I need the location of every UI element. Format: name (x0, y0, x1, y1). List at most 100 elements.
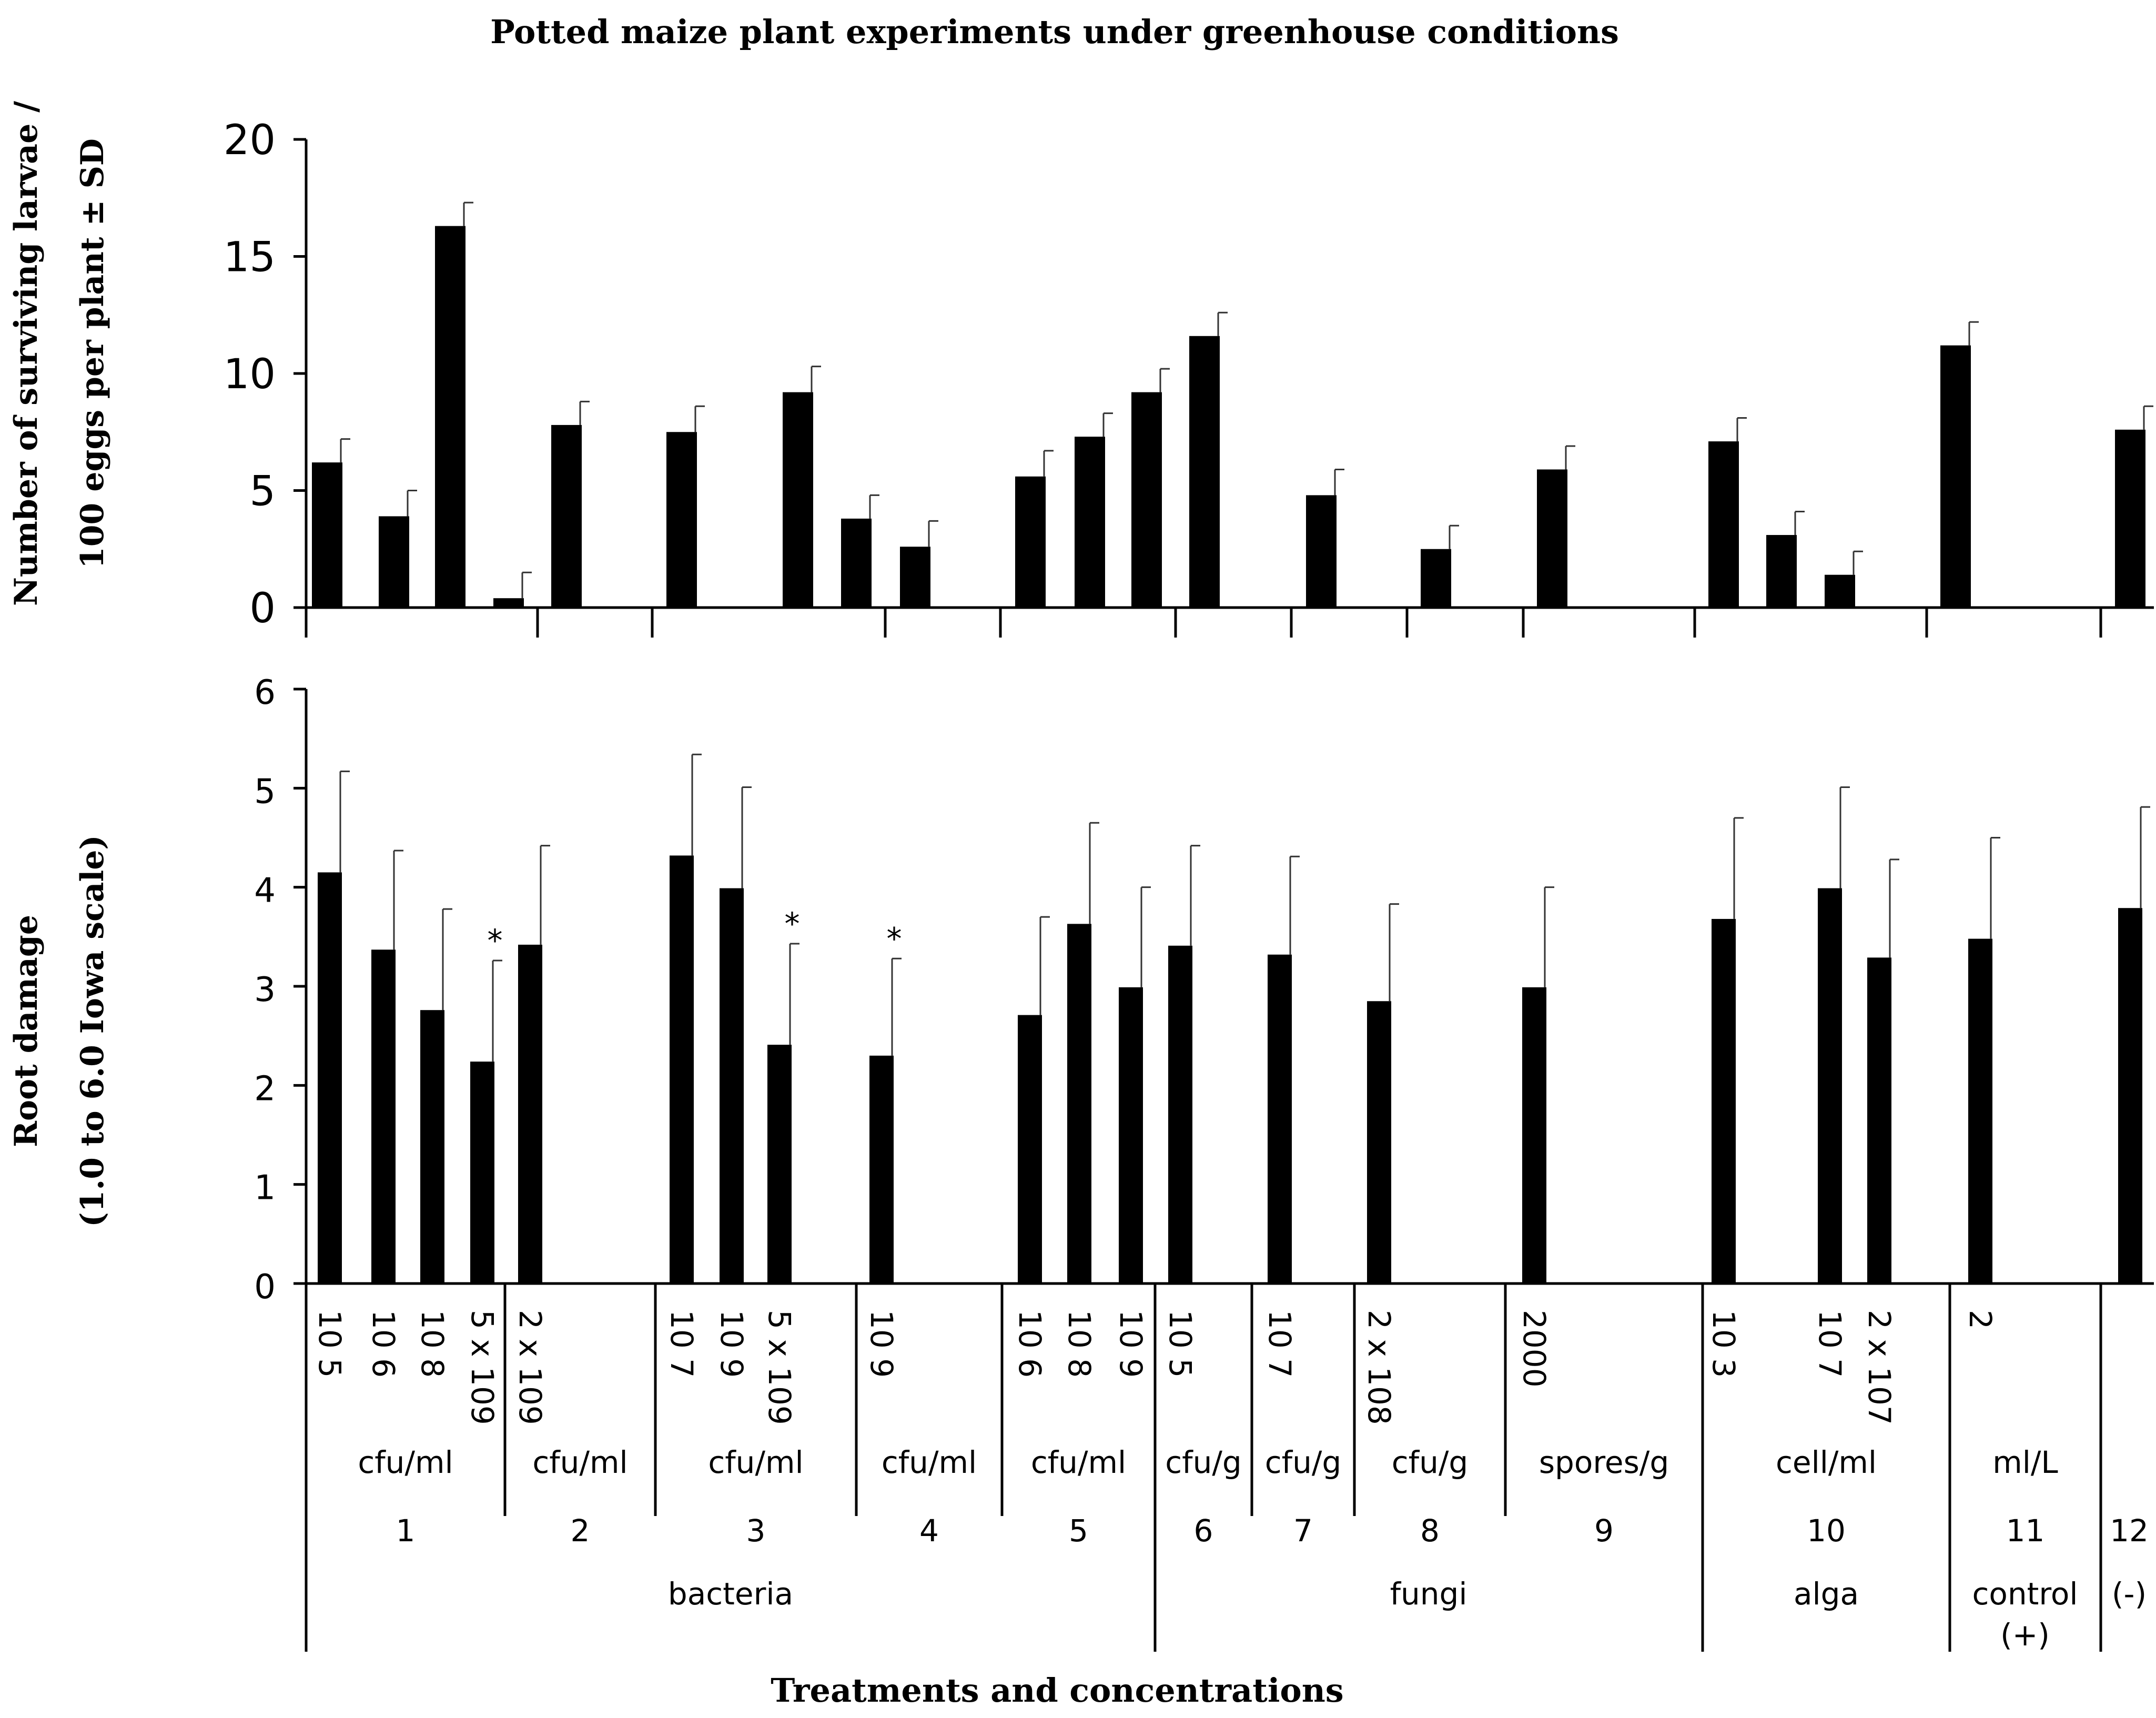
bottom-bar (1712, 918, 1736, 1284)
class-label: alga (1794, 1576, 1859, 1612)
concentration-label: 2000 (1516, 1310, 1552, 1388)
bottom-bar (1119, 987, 1143, 1284)
group-number-label: 5 (1069, 1513, 1088, 1549)
class-label: (-) (2112, 1576, 2147, 1612)
bottom-y-tick-label: 2 (254, 1069, 276, 1108)
concentration-label: 10 9 (864, 1310, 899, 1378)
top-y-axis-label-line1: Number of surviving larvae / (8, 101, 45, 606)
bottom-panel: 0 1 2 3 4 5 6 * * * (254, 673, 2154, 1307)
concentration-label: 10 9 (714, 1310, 750, 1378)
bottom-significance-marker: * (488, 923, 503, 958)
top-bar (1306, 495, 1337, 608)
concentration-label: 10 7 (664, 1310, 700, 1378)
concentration-label: 10 7 (1262, 1310, 1298, 1378)
top-bar (2115, 429, 2145, 608)
group-number-label: 10 (1807, 1513, 1846, 1549)
top-bar (1537, 469, 1567, 608)
group-number-label: 2 (571, 1513, 590, 1549)
top-bar (312, 462, 342, 608)
chart-title: Potted maize plant experiments under gre… (490, 13, 1619, 51)
bottom-bar (767, 1045, 792, 1284)
concentration-label: 5 x 109 (762, 1310, 797, 1425)
bottom-bar (1522, 987, 1546, 1284)
group-unit-label: cfu/ml (532, 1444, 627, 1480)
group-unit-label: cfu/g (1392, 1444, 1468, 1480)
top-y-tick-label: 10 (224, 351, 276, 398)
concentration-label: 10 6 (366, 1310, 401, 1378)
group-number-label: 4 (919, 1513, 939, 1549)
concentration-label: 5 x 109 (464, 1310, 500, 1425)
concentration-label: 2 x 107 (1861, 1310, 1897, 1425)
top-bar (493, 598, 524, 608)
group-number-label: 3 (746, 1513, 766, 1549)
group-unit-label: cfu/ml (1031, 1444, 1126, 1480)
bottom-y-axis-label-line2: (1.0 to 6.0 Iowa scale) (74, 835, 111, 1227)
group-number-label: 6 (1194, 1513, 1213, 1549)
bottom-bar (869, 1055, 894, 1284)
concentration-label: 10 5 (312, 1310, 348, 1378)
group-unit-label: ml/L (1992, 1444, 2058, 1480)
concentration-label: 2 x 109 (512, 1310, 548, 1425)
bottom-bar (1168, 945, 1192, 1284)
bottom-y-tick-label: 5 (254, 772, 276, 811)
class-label: control (1972, 1576, 2078, 1612)
top-bar (1940, 345, 1971, 608)
top-bar (1131, 392, 1162, 608)
group-unit-label: cell/ml (1776, 1444, 1877, 1480)
concentration-label: 10 8 (1061, 1310, 1097, 1378)
group-unit-label: spores/g (1539, 1444, 1669, 1480)
bottom-bar (1867, 957, 1891, 1284)
group-number-label: 9 (1594, 1513, 1614, 1549)
bottom-significance-marker: * (785, 906, 800, 942)
top-bar (1825, 574, 1855, 608)
concentration-label: 10 7 (1812, 1310, 1848, 1378)
concentration-label: 10 5 (1162, 1310, 1198, 1378)
bottom-bar (1367, 1001, 1391, 1284)
top-bar (1708, 441, 1739, 608)
top-y-tick-label: 20 (224, 117, 276, 164)
group-number-label: 8 (1420, 1513, 1440, 1549)
bottom-y-tick-label: 0 (254, 1268, 276, 1307)
bottom-bar (2118, 908, 2142, 1284)
group-unit-label: cfu/ml (882, 1444, 977, 1480)
top-y-tick-label: 15 (224, 234, 276, 281)
concentration-label: 2 (1962, 1310, 1998, 1329)
top-panel: 0 5 10 15 20 (224, 117, 2154, 638)
concentration-label: 10 9 (1113, 1310, 1149, 1378)
bottom-bar (1968, 938, 1992, 1284)
concentration-label: 10 3 (1706, 1310, 1742, 1378)
top-y-tick-label: 5 (249, 468, 276, 516)
x-axis-label: Treatments and concentrations (771, 1671, 1343, 1710)
top-bar (666, 432, 697, 608)
top-bar (379, 516, 409, 608)
top-bar (900, 547, 930, 608)
bottom-y-tick-label: 4 (254, 872, 276, 911)
top-y-tick-label: 0 (249, 585, 276, 632)
group-number-label: 1 (396, 1513, 416, 1549)
bottom-bar (1818, 888, 1842, 1284)
concentration-label: 10 8 (414, 1310, 450, 1378)
top-y-axis-label-line2: 100 eggs per plant ± SD (74, 138, 111, 569)
class-label: fungi (1390, 1576, 1467, 1612)
group-unit-label: cfu/g (1165, 1444, 1241, 1480)
bottom-y-tick-label: 3 (254, 971, 276, 1009)
top-bar (1421, 549, 1451, 608)
bottom-bar (1268, 954, 1292, 1284)
bottom-y-tick-label: 1 (254, 1169, 276, 1208)
class-label: bacteria (668, 1576, 793, 1612)
group-number-label: 11 (2006, 1513, 2045, 1549)
group-number-label: 12 (2110, 1513, 2149, 1549)
top-bar (551, 425, 582, 608)
top-bar (1189, 336, 1220, 608)
concentration-label: 2 x 108 (1361, 1310, 1397, 1425)
class-label-line2: (+) (2000, 1617, 2050, 1653)
bottom-significance-marker: * (887, 921, 902, 956)
group-unit-label: cfu/g (1265, 1444, 1341, 1480)
bottom-bar (1067, 924, 1091, 1284)
group-number-label: 7 (1293, 1513, 1313, 1549)
bottom-bar (470, 1062, 494, 1284)
bottom-bar (518, 944, 542, 1284)
top-bar (1015, 476, 1046, 608)
concentration-label: 10 6 (1012, 1310, 1048, 1378)
